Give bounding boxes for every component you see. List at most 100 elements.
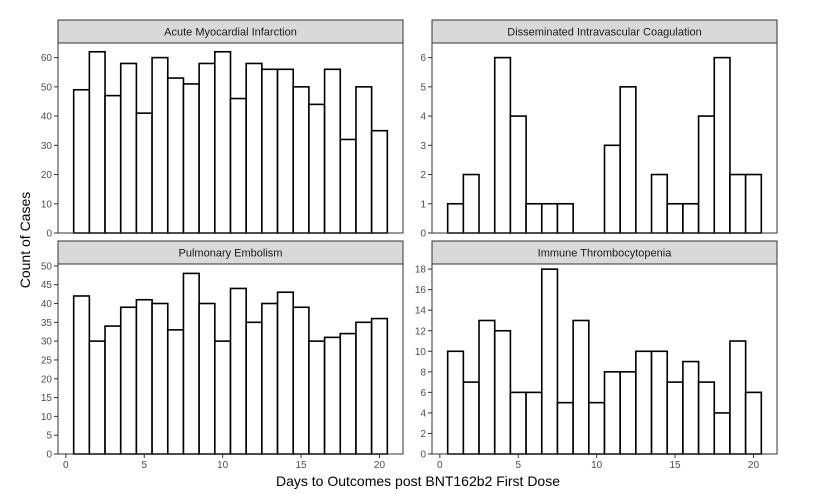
y-tick-label: 40: [41, 112, 53, 123]
histogram-bar: [182, 272, 200, 455]
x-tick-label: 20: [748, 460, 760, 471]
histogram-bar: [370, 317, 389, 455]
y-tick-label: 4: [420, 408, 426, 419]
histogram-bar: [245, 62, 263, 234]
histogram-bar: [119, 306, 138, 455]
histogram-bar: [446, 202, 465, 234]
histogram-bar: [446, 350, 465, 455]
y-tick-label: 30: [41, 337, 53, 348]
histogram-bar: [682, 360, 700, 455]
y-tick-label: 3: [420, 141, 426, 152]
x-tick-label: 5: [515, 460, 521, 471]
histogram-bar: [308, 103, 326, 234]
histogram-bar: [650, 173, 669, 234]
y-tick-label: 1: [420, 199, 426, 210]
histogram-bar: [339, 138, 357, 234]
histogram-bar: [493, 56, 512, 234]
y-tick-label: 5: [420, 82, 426, 93]
histogram-bar: [603, 144, 621, 234]
y-tick-label: 0: [46, 229, 52, 240]
y-tick-label: 60: [41, 53, 53, 64]
histogram-bar: [261, 68, 279, 234]
histogram-bar: [650, 350, 669, 455]
y-tick-label: 25: [41, 355, 53, 366]
panel-border: [57, 42, 404, 234]
histogram-bar: [525, 202, 543, 234]
histogram-bar: [88, 50, 106, 234]
histogram-bar: [697, 381, 716, 455]
histogram-bar: [525, 391, 543, 455]
y-tick-label: 14: [415, 306, 427, 317]
y-tick-label: 10: [415, 347, 427, 358]
histogram-bar: [135, 112, 153, 234]
histogram-bar: [323, 336, 342, 455]
histogram-bar: [323, 68, 342, 234]
y-tick-label: 6: [420, 388, 426, 399]
facet-strip-label: Pulmonary Embolism: [179, 248, 283, 260]
histogram-bar: [198, 302, 216, 455]
histogram-bar: [339, 332, 357, 455]
y-tick-label: 5: [46, 431, 52, 442]
histogram-bar: [666, 202, 684, 234]
y-tick-label: 15: [41, 393, 53, 404]
histogram-bar: [292, 306, 310, 455]
histogram-bar: [198, 62, 216, 234]
x-axis-title: Days to Outcomes post BNT162b2 First Dos…: [276, 473, 560, 489]
x-tick-label: 5: [141, 460, 147, 471]
histogram-bar: [603, 371, 621, 455]
x-tick-label: 15: [296, 460, 308, 471]
y-tick-label: 0: [420, 450, 426, 461]
histogram-bar: [619, 86, 637, 234]
histogram-bar: [245, 321, 263, 455]
y-tick-label: 40: [41, 299, 53, 310]
histogram-bar: [292, 86, 310, 234]
histogram-bar: [182, 83, 200, 234]
histogram-bar: [462, 381, 480, 455]
facet-strip-label: Disseminated Intravascular Coagulation: [507, 27, 701, 39]
histogram-bar: [509, 391, 527, 455]
histogram-bar: [572, 319, 590, 455]
histogram-bar: [713, 412, 731, 455]
histogram-bar: [462, 173, 480, 234]
histogram-bar: [509, 115, 527, 234]
histogram-bar: [276, 68, 295, 234]
histogram-bar: [635, 350, 653, 455]
histogram-bar: [355, 86, 373, 234]
y-tick-label: 2: [420, 429, 426, 440]
histogram-bar: [744, 173, 763, 234]
histogram-bar: [214, 50, 232, 234]
histogram-bar: [119, 62, 138, 234]
histogram-bar: [72, 88, 91, 234]
panel-border: [431, 42, 778, 234]
histogram-bar: [166, 329, 185, 455]
x-tick-label: 10: [591, 460, 603, 471]
histogram-bar: [682, 202, 700, 234]
histogram-bar: [229, 287, 247, 455]
y-tick-label: 12: [415, 326, 427, 337]
x-tick-label: 0: [63, 460, 69, 471]
y-tick-label: 0: [420, 229, 426, 240]
histogram-bar: [151, 56, 169, 234]
facet-panel: Acute Myocardial Infarction 0 10 20 30 40 50 60: [41, 19, 404, 240]
histogram-bar: [104, 325, 122, 455]
x-tick-label: 0: [437, 460, 443, 471]
histogram-bar: [261, 302, 279, 455]
panel-border: [57, 263, 404, 455]
facet-strip-label: Acute Myocardial Infarction: [164, 27, 297, 39]
histogram-bar: [104, 94, 122, 234]
histogram-bar: [135, 298, 153, 455]
y-tick-label: 10: [41, 199, 53, 210]
histogram-bar: [478, 319, 496, 455]
facet-panel: Pulmonary Embolism 0 5 10 15 20 25 30 35 40 45 50 0 5…: [41, 240, 404, 471]
histogram-bar: [88, 340, 106, 455]
histogram-bar: [697, 115, 716, 234]
y-tick-label: 10: [41, 412, 53, 423]
histogram-bar: [588, 401, 606, 455]
histogram-bar: [729, 173, 747, 234]
histogram-bar: [713, 56, 731, 234]
histogram-bar: [556, 202, 574, 234]
y-tick-label: 50: [41, 261, 53, 272]
histogram-bar: [493, 329, 512, 455]
y-tick-label: 35: [41, 318, 53, 329]
